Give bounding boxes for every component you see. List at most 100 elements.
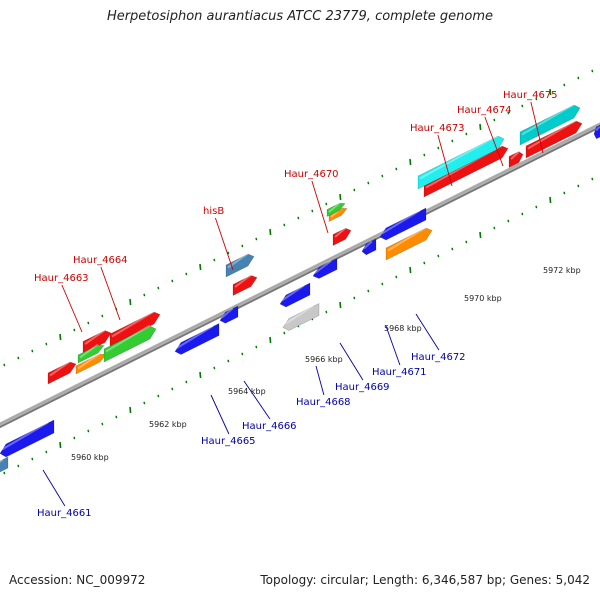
tick-mark-top xyxy=(339,193,342,201)
axis-line xyxy=(0,122,600,426)
tick-mark-bottom xyxy=(437,254,440,258)
tick-mark-bottom xyxy=(143,401,146,405)
gene-arrow xyxy=(225,253,255,278)
tick-mark-bottom xyxy=(45,450,48,454)
gene-highlight xyxy=(510,151,520,160)
tick-mark-bottom xyxy=(353,296,356,300)
gene-arrow xyxy=(174,323,220,355)
scale-label: 5960 kbp xyxy=(71,453,109,462)
tick-mark-bottom xyxy=(255,345,258,349)
gene-arrow xyxy=(279,282,311,308)
leader-line-bottom xyxy=(339,342,364,381)
gene-features xyxy=(0,103,600,473)
gene-highlight xyxy=(77,352,101,370)
gene-highlight xyxy=(314,260,332,274)
gene-label-top: Haur_4675 xyxy=(503,90,558,101)
tick-mark-bottom xyxy=(269,336,272,344)
tick-mark-top xyxy=(129,298,132,306)
gene-highlight xyxy=(334,227,347,238)
tick-mark-bottom xyxy=(395,275,398,279)
gene-highlight xyxy=(328,202,341,213)
gene-arrow xyxy=(326,202,346,217)
tick-mark-bottom xyxy=(563,191,566,195)
tick-mark-top xyxy=(423,153,426,157)
tick-mark-bottom xyxy=(451,247,454,251)
gene-arrow xyxy=(282,303,320,331)
axis-line-shadow xyxy=(0,125,600,429)
gene-arrow xyxy=(385,227,433,261)
leader-line-bottom xyxy=(315,365,325,396)
gene-label-bottom: Haur_4671 xyxy=(372,367,427,378)
gene-arrow xyxy=(593,124,600,140)
scale-label: 5966 kbp xyxy=(305,355,343,364)
tick-mark-bottom xyxy=(535,205,538,209)
leader-line-bottom xyxy=(385,325,401,366)
tick-mark-bottom xyxy=(199,371,202,379)
accession-text: Accession: NC_009972 xyxy=(9,573,146,587)
tick-marks xyxy=(3,69,594,475)
tick-mark-top xyxy=(437,146,440,150)
gene-highlight xyxy=(105,324,151,353)
genome-axis xyxy=(0,122,600,429)
leader-line-top xyxy=(484,116,504,167)
tick-mark-bottom xyxy=(479,231,482,239)
tick-mark-bottom xyxy=(521,212,524,216)
tick-mark-top xyxy=(409,158,412,166)
tick-mark-bottom xyxy=(339,301,342,309)
tick-mark-top xyxy=(143,293,146,297)
tick-mark-top xyxy=(535,97,538,101)
scale-labels: 5960 kbp 5962 kbp 5964 kbp 5966 kbp 5968 kbp… xyxy=(71,266,581,462)
label-leaders xyxy=(42,101,544,507)
tick-mark-bottom xyxy=(493,226,496,230)
tick-mark-bottom xyxy=(241,352,244,356)
tick-mark-top xyxy=(17,356,20,360)
gene-highlight xyxy=(0,458,4,464)
gene-label-top: Haur_4663 xyxy=(34,273,89,284)
leader-line-bottom xyxy=(243,380,271,420)
gene-highlight xyxy=(176,325,214,349)
genome-stats-text: Topology: circular; Length: 6,346,587 bp… xyxy=(260,573,590,587)
tick-mark-top xyxy=(493,118,496,122)
tick-mark-bottom xyxy=(381,282,384,286)
tick-mark-bottom xyxy=(17,464,20,468)
tick-mark-top xyxy=(549,88,552,96)
leader-line-top xyxy=(311,180,329,234)
gene-label-bottom: Haur_4666 xyxy=(242,421,297,432)
leader-line-top xyxy=(530,101,544,154)
tick-mark-bottom xyxy=(507,219,510,223)
gene-label-bottom: Haur_4668 xyxy=(296,397,351,408)
gene-highlight xyxy=(419,134,499,180)
tick-mark-top xyxy=(269,228,272,236)
scale-label: 5968 kbp xyxy=(384,324,422,333)
tick-mark-top xyxy=(171,279,174,283)
tick-mark-top xyxy=(3,363,6,367)
tick-mark-top xyxy=(591,69,594,73)
tick-mark-top xyxy=(31,349,34,353)
tick-mark-top xyxy=(101,314,104,318)
tick-mark-bottom xyxy=(31,457,34,461)
scale-label: 5970 kbp xyxy=(464,294,502,303)
tick-mark-top xyxy=(563,83,566,87)
leader-line-bottom xyxy=(210,394,230,435)
gene-label-top: hisB xyxy=(203,206,224,217)
tick-mark-top xyxy=(297,216,300,220)
gene-arrow xyxy=(0,456,9,473)
tick-mark-bottom xyxy=(115,415,118,419)
tick-mark-bottom xyxy=(3,471,6,475)
tick-mark-top xyxy=(45,342,48,346)
gene-arrow xyxy=(332,227,352,246)
gene-arrow xyxy=(417,135,505,190)
scale-label: 5972 kbp xyxy=(543,266,581,275)
tick-mark-bottom xyxy=(367,289,370,293)
tick-mark-top xyxy=(185,272,188,276)
gene-highlight xyxy=(521,103,575,136)
gene-highlight xyxy=(281,284,305,302)
gene-label-top: Haur_4670 xyxy=(284,169,339,180)
tick-mark-bottom xyxy=(59,441,62,449)
gene-label-top: Haur_4664 xyxy=(73,255,128,266)
tick-mark-bottom xyxy=(591,177,594,181)
tick-mark-top xyxy=(507,111,510,115)
tick-mark-top xyxy=(73,328,76,332)
page-title: Herpetosiphon aurantiacus ATCC 23779, co… xyxy=(106,9,494,24)
